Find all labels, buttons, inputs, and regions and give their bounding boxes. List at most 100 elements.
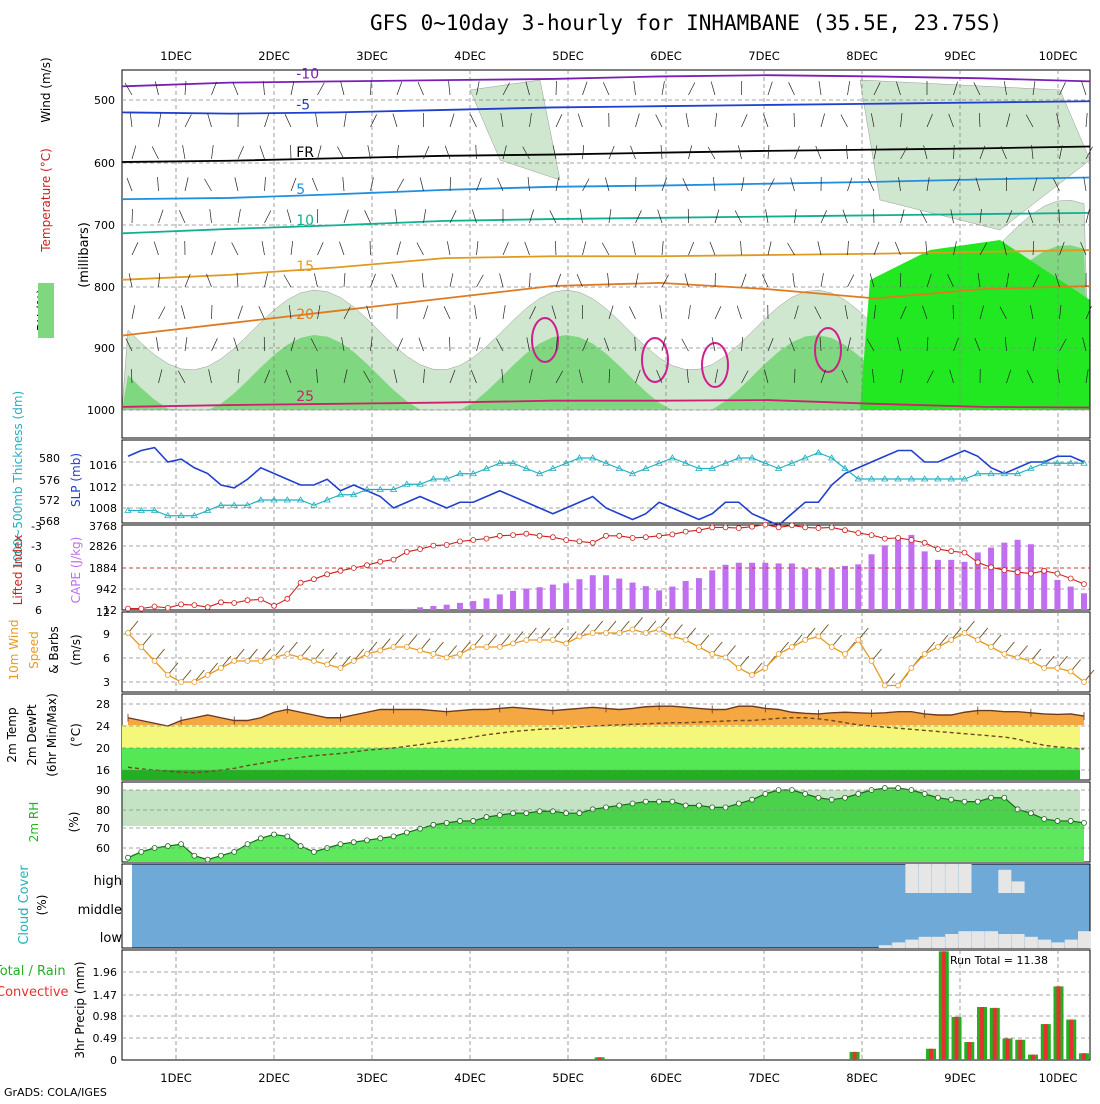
temperature-contour-label: 10 bbox=[296, 213, 314, 229]
rh2m-marker bbox=[365, 838, 370, 843]
rh2m-marker bbox=[497, 813, 502, 818]
cape-bar bbox=[895, 537, 901, 610]
cape-bar bbox=[616, 579, 622, 610]
rh2m-marker bbox=[351, 840, 356, 845]
wind-barb bbox=[132, 242, 138, 255]
lifted-index-marker bbox=[258, 597, 263, 602]
lifted-index-marker bbox=[909, 538, 914, 543]
wind-speed-marker bbox=[683, 638, 688, 643]
lifted-index-marker bbox=[272, 603, 277, 608]
wind-barb bbox=[741, 241, 742, 255]
cape-bar bbox=[1068, 587, 1074, 610]
rh2m-marker bbox=[750, 797, 755, 802]
rh2m-marker bbox=[218, 853, 223, 858]
lifted-index-marker bbox=[657, 533, 662, 538]
precip-convective-bar bbox=[1006, 1038, 1010, 1060]
wind-speed-marker bbox=[325, 662, 330, 667]
rh2m-marker bbox=[232, 849, 237, 854]
wind-barb bbox=[660, 305, 662, 319]
rh2m-marker bbox=[484, 815, 489, 820]
lifted-index-marker bbox=[444, 542, 449, 547]
cape-bar bbox=[749, 563, 755, 610]
temp-band-green-dark bbox=[122, 770, 1080, 780]
lifted-index-marker bbox=[471, 538, 476, 543]
rh2m-tick-label: 60 bbox=[96, 842, 110, 855]
precip-convective-bar bbox=[1031, 1055, 1035, 1060]
top-day-label: 1DEC bbox=[160, 49, 191, 63]
wind-speed-marker bbox=[590, 631, 595, 636]
rh2m-marker bbox=[949, 797, 954, 802]
slp-tick-label: 1012 bbox=[89, 481, 117, 494]
wind-barb bbox=[583, 82, 588, 95]
precip-convective-bar bbox=[955, 1017, 959, 1060]
wind10m-barbs-label: & Barbs bbox=[47, 626, 61, 674]
cloud-cover-cell bbox=[919, 937, 932, 948]
wind-barb bbox=[238, 209, 240, 223]
lifted-index-marker bbox=[152, 604, 157, 609]
wind-speed-marker bbox=[935, 645, 940, 650]
lifted-index-marker bbox=[1002, 568, 1007, 573]
wind-barb bbox=[125, 83, 132, 95]
precip-convective-bar bbox=[993, 1008, 997, 1060]
wind-barb bbox=[530, 210, 534, 223]
wind-barb bbox=[848, 81, 850, 95]
precip-total-legend: Total / Rain bbox=[0, 964, 66, 979]
lifted-index-marker bbox=[577, 539, 582, 544]
rh2m-tick-label: 80 bbox=[96, 804, 110, 817]
wind-barb bbox=[476, 145, 477, 159]
cloud-cover-cell bbox=[1078, 931, 1091, 948]
wind-barb bbox=[233, 82, 238, 95]
lifted-index-marker bbox=[590, 540, 595, 545]
wind-barb bbox=[578, 114, 582, 127]
rh2m-marker bbox=[457, 818, 462, 823]
rh2m-marker bbox=[550, 809, 555, 814]
wind-barb bbox=[392, 274, 397, 287]
wind-barb bbox=[500, 273, 503, 287]
cape-bar bbox=[484, 598, 490, 610]
rh2m-marker bbox=[258, 836, 263, 841]
precip-convective-bar bbox=[929, 1049, 933, 1060]
precip-tick-label: 0.49 bbox=[93, 1032, 118, 1045]
wind-barb bbox=[661, 145, 662, 159]
wind-barb bbox=[848, 241, 849, 255]
wind10m-frame bbox=[122, 612, 1090, 692]
wind-barb bbox=[1082, 82, 1086, 95]
precip-convective-bar bbox=[942, 951, 946, 1060]
cape-tick-label: 942 bbox=[96, 583, 117, 596]
cloud-cover-cell bbox=[905, 940, 918, 948]
wind-barb bbox=[633, 241, 636, 255]
wind-barb bbox=[263, 81, 264, 95]
wind-barb bbox=[420, 177, 423, 191]
wind-barb bbox=[848, 178, 852, 191]
lifted-index-marker bbox=[763, 522, 768, 527]
pressure-axis-label: (millibars) bbox=[77, 222, 92, 288]
wind-speed-marker bbox=[537, 638, 542, 643]
wind-barb bbox=[742, 114, 748, 127]
wind-speed-marker bbox=[218, 666, 223, 671]
lifted-index-marker bbox=[1055, 571, 1060, 576]
cloud-cover-cell bbox=[1065, 940, 1078, 948]
wind-speed-marker bbox=[630, 627, 635, 632]
wind-barb bbox=[235, 177, 238, 191]
slp-tick-label: 1008 bbox=[89, 502, 117, 515]
lifted-index-marker bbox=[922, 540, 927, 545]
run-total: Run Total = 11.38 bbox=[950, 954, 1048, 967]
wind-barb bbox=[682, 339, 689, 351]
wind-barb bbox=[629, 306, 635, 319]
wind-barb bbox=[265, 273, 268, 287]
cloud-cover-cell bbox=[1051, 942, 1064, 948]
cape-bar bbox=[869, 554, 875, 610]
wind-barb bbox=[848, 275, 854, 287]
precip-convective-bar bbox=[1057, 986, 1061, 1060]
precip-tick-label: 1.47 bbox=[93, 989, 118, 1002]
rh2m-marker bbox=[1082, 820, 1087, 825]
cape-bar bbox=[1028, 544, 1034, 610]
wind-barb bbox=[158, 177, 159, 191]
wind-barb bbox=[662, 241, 663, 255]
wind-barb bbox=[127, 178, 132, 191]
temp2m-tick-label: 20 bbox=[96, 742, 110, 755]
wind-barb bbox=[470, 114, 476, 127]
wind-speed-marker bbox=[1002, 652, 1007, 657]
cloud-cover-cell bbox=[919, 864, 932, 893]
temp2m-tick-label: 16 bbox=[96, 764, 110, 777]
